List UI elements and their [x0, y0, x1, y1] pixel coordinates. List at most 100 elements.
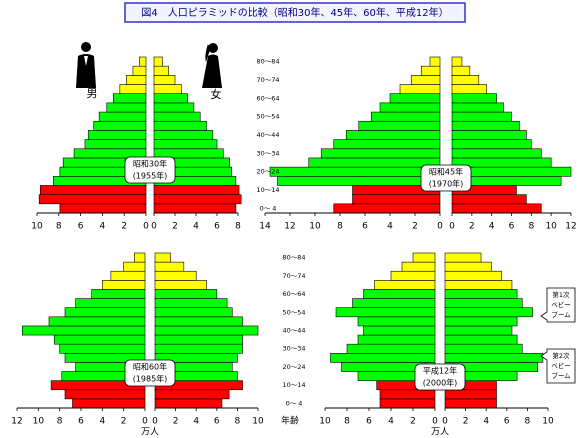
- male-bar: [277, 175, 441, 186]
- male-bar: [412, 252, 436, 263]
- male-bar: [98, 111, 147, 122]
- age-label: 30～34: [282, 345, 305, 353]
- x-tick-label: 0: [442, 417, 448, 427]
- male-bar: [410, 75, 441, 85]
- x-tick-label: 10: [542, 417, 554, 427]
- x-tick-label: 4: [388, 417, 394, 427]
- female-bar: [154, 343, 243, 354]
- x-tick-label: 4: [387, 222, 393, 232]
- age-label: 70～74: [282, 272, 305, 280]
- x-tick-label: 8: [528, 222, 534, 232]
- female-bar: [451, 203, 542, 214]
- era-label: 平成12年: [423, 366, 457, 376]
- male-bar: [399, 84, 441, 95]
- x-tick-label: 10: [252, 417, 264, 427]
- female-bar: [451, 75, 480, 85]
- male-bar: [87, 130, 147, 140]
- female-bar: [153, 203, 237, 214]
- x-tick-label: 6: [366, 417, 372, 427]
- x-tick-label: 2: [463, 417, 469, 427]
- x-tick-label: 12: [11, 417, 22, 427]
- x-tick-label: 2: [410, 417, 416, 427]
- female-bar: [444, 298, 523, 309]
- female-bar: [154, 289, 218, 299]
- male-bar: [22, 325, 146, 336]
- era-label: (1985年): [133, 374, 168, 384]
- age-axis-label: 年齢: [281, 415, 299, 427]
- title-box: [124, 2, 466, 23]
- male-bar: [126, 75, 147, 85]
- era-label: (2000年): [423, 378, 458, 388]
- x-tick-label: 0: [449, 222, 455, 232]
- male-bar: [38, 194, 147, 205]
- female-bar: [153, 56, 163, 67]
- x-tick-label: 0: [432, 417, 438, 427]
- male-bar: [333, 139, 441, 150]
- x-tick-label: 0: [151, 222, 157, 232]
- era-label: (1955年): [133, 171, 168, 181]
- male-bar: [308, 157, 441, 168]
- female-bar: [154, 270, 197, 281]
- male-bar: [389, 93, 441, 104]
- female-bar: [444, 252, 482, 263]
- x-tick-label: 10: [31, 222, 43, 232]
- male-bar: [363, 325, 436, 336]
- x-tick-label: 8: [56, 222, 62, 232]
- x-tick-label: 0: [143, 222, 149, 232]
- female-bar: [451, 65, 471, 76]
- era-label: 昭和45年: [429, 167, 463, 177]
- female-bar: [451, 84, 488, 95]
- callout-text: ベビー: [551, 300, 571, 309]
- x-tick-label: 6: [214, 417, 220, 427]
- female-bar: [153, 148, 224, 159]
- male-bar: [59, 203, 147, 214]
- x-tick-label: 2: [412, 222, 418, 232]
- era-box: [420, 164, 472, 192]
- x-tick-label: 6: [504, 417, 510, 427]
- female-bar: [444, 334, 518, 345]
- female-bar: [451, 120, 520, 131]
- male-bar: [352, 194, 441, 205]
- x-tick-label: 6: [78, 417, 84, 427]
- era-box: [414, 363, 466, 391]
- x-tick-label: 8: [337, 222, 343, 232]
- age-label: 50～54: [282, 308, 305, 316]
- male-bar: [48, 316, 146, 327]
- male-label: 男: [87, 87, 98, 100]
- male-bar: [110, 270, 146, 281]
- age-label: 60～64: [256, 94, 279, 102]
- female-label: 女: [211, 87, 222, 101]
- male-bar: [357, 334, 436, 345]
- male-bar: [352, 298, 436, 309]
- male-bar: [72, 398, 146, 409]
- male-bar: [59, 343, 146, 354]
- x-tick-label: 2: [469, 222, 475, 232]
- x-tick-label: 4: [193, 222, 199, 232]
- callout-text: ベビー: [551, 361, 571, 370]
- female-bar: [451, 194, 527, 205]
- x-tick-label: 0: [152, 417, 158, 427]
- era-label: 昭和30年: [133, 159, 167, 169]
- male-bar: [139, 56, 147, 67]
- male-bar: [346, 343, 436, 354]
- age-label: 40～44: [256, 131, 279, 139]
- female-bar: [154, 252, 171, 263]
- age-label: 0～ 4: [260, 204, 277, 212]
- female-bar: [154, 261, 185, 272]
- x-tick-label: 6: [509, 222, 515, 232]
- male-bar: [357, 316, 436, 327]
- female-icon: [202, 43, 222, 88]
- callout-box: [540, 287, 576, 323]
- female-bar: [153, 130, 214, 140]
- female-bar: [444, 398, 497, 409]
- male-bar: [132, 65, 147, 76]
- female-bar: [153, 75, 176, 85]
- x-tick-label: 2: [172, 222, 178, 232]
- female-bar: [444, 352, 544, 363]
- x-tick-label: 2: [121, 417, 127, 427]
- female-bar: [444, 289, 518, 299]
- x-tick-label: 12: [284, 222, 295, 232]
- x-tick-label: 8: [235, 222, 241, 232]
- x-tick-label: 0: [142, 417, 148, 427]
- female-bar: [154, 334, 243, 345]
